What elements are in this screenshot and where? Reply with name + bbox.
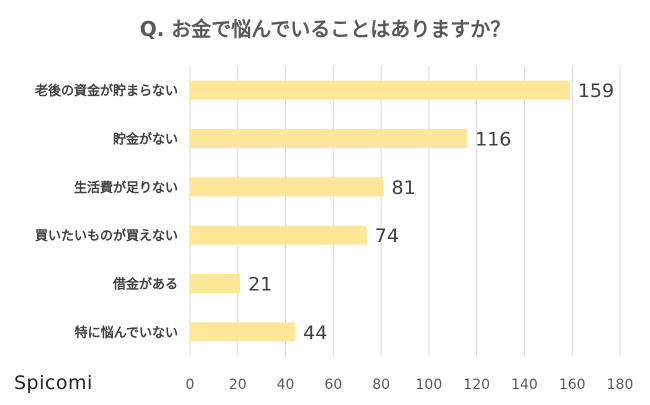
value-label: 116 (475, 129, 511, 151)
x-tick-label: 20 (229, 377, 247, 393)
category-labels: 老後の資金が貯まらない貯金がない生活費が足りない買いたいものが買えない借金がある… (34, 83, 178, 341)
x-tick-label: 140 (511, 377, 538, 393)
category-label: 買いたいものが買えない (35, 228, 178, 244)
value-label: 21 (248, 274, 272, 296)
bar (190, 129, 468, 148)
bar (190, 225, 367, 245)
category-label: 生活費が足りない (74, 180, 178, 196)
category-label: 特に悩んでいない (75, 325, 178, 341)
category-label: 貯金がない (113, 132, 178, 148)
gridlines (189, 66, 621, 356)
bar (190, 177, 384, 197)
x-tick-label: 180 (607, 377, 634, 393)
bars (190, 80, 570, 342)
value-label: 44 (303, 322, 327, 344)
x-tick-label: 120 (463, 377, 490, 393)
bar (190, 274, 241, 293)
x-axis-ticks: 0 20 40 60 80 100 120 140 160 180 (186, 377, 634, 393)
category-label: 老後の資金が貯まらない (34, 83, 178, 99)
bar (190, 80, 570, 100)
value-labels: 159 116 81 74 21 44 (248, 80, 614, 344)
brand-logo: Spicomi (14, 372, 93, 394)
bar (190, 322, 296, 342)
x-tick-label: 160 (559, 377, 586, 393)
value-label: 159 (578, 80, 614, 102)
value-label: 81 (392, 177, 416, 199)
x-tick-label: 40 (277, 377, 295, 393)
x-tick-label: 100 (416, 377, 443, 393)
x-tick-label: 60 (324, 377, 342, 393)
chart-title: Q. お金で悩んでいることはありますか？ (140, 17, 511, 41)
x-tick-label: 80 (372, 377, 390, 393)
category-label: 借金がある (112, 277, 178, 293)
x-tick-label: 0 (186, 377, 195, 393)
value-label: 74 (375, 225, 399, 247)
